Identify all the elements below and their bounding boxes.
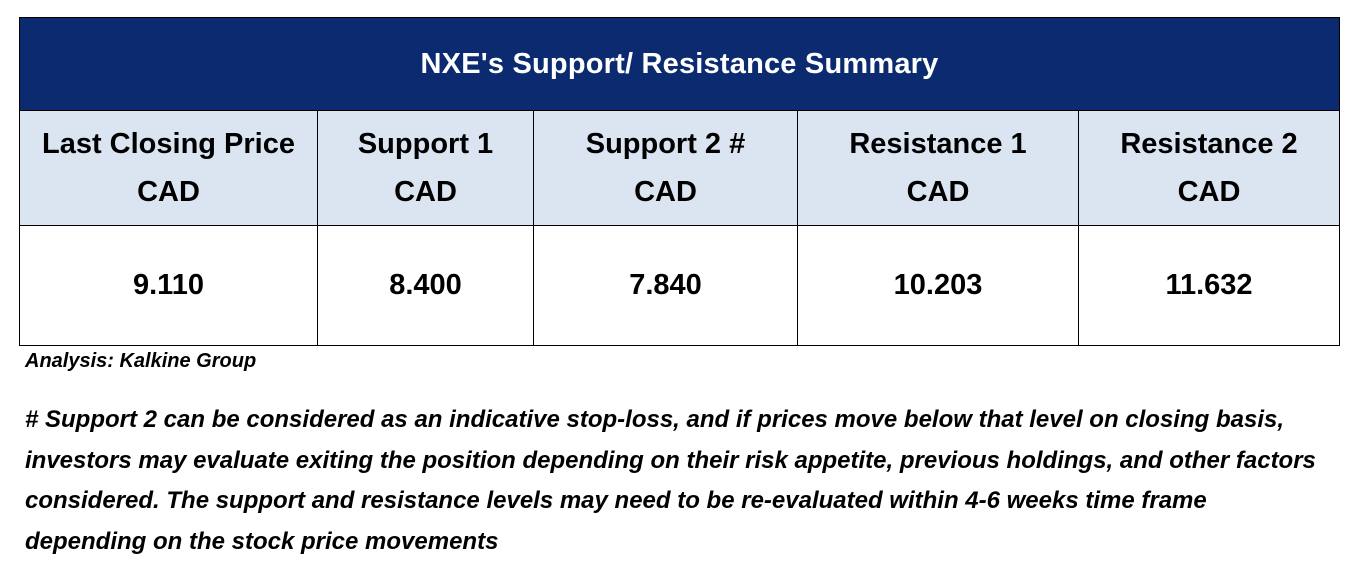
header-support-2: Support 2 # CAD [533,110,798,226]
value-support-1: 8.400 [317,225,534,346]
header-last-closing-price: Last Closing Price CAD [19,110,318,226]
value-last-closing-price: 9.110 [19,225,318,346]
value-support-2: 7.840 [533,225,798,346]
title-row: NXE's Support/ Resistance Summary [19,17,1340,111]
analysis-source: Analysis: Kalkine Group [25,350,257,372]
value-resistance-2: 11.632 [1078,225,1340,346]
header-unit: CAD [1177,176,1241,208]
header-support-1: Support 1 CAD [317,110,534,226]
header-unit: CAD [634,176,697,208]
header-unit: CAD [137,176,200,208]
header-row: Last Closing Price CAD Support 1 CAD Sup… [19,110,1340,226]
table-title: NXE's Support/ Resistance Summary [19,17,1340,111]
header-label: Resistance 1 [849,128,1027,160]
disclaimer-note: # Support 2 can be considered as an indi… [25,406,1316,555]
header-unit: CAD [906,176,970,208]
header-label: Resistance 2 [1120,128,1298,160]
support-resistance-table: NXE's Support/ Resistance Summary Last C… [19,17,1340,346]
header-resistance-2: Resistance 2 CAD [1078,110,1340,226]
header-label: Last Closing Price [41,128,295,160]
header-label: Support 2 # [585,128,746,160]
header-unit: CAD [394,176,457,208]
header-resistance-1: Resistance 1 CAD [797,110,1079,226]
header-label: Support 1 [357,128,494,160]
value-row: 9.110 8.400 7.840 10.203 11.632 [19,225,1340,346]
value-resistance-1: 10.203 [797,225,1079,346]
